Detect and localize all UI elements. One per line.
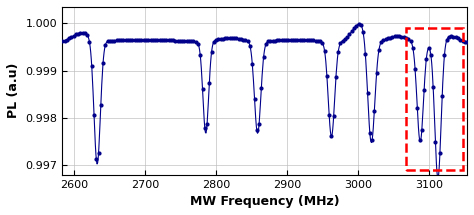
Bar xyxy=(406,28,463,170)
X-axis label: MW Frequency (MHz): MW Frequency (MHz) xyxy=(190,195,339,208)
Y-axis label: PL (a.u): PL (a.u) xyxy=(7,63,20,118)
